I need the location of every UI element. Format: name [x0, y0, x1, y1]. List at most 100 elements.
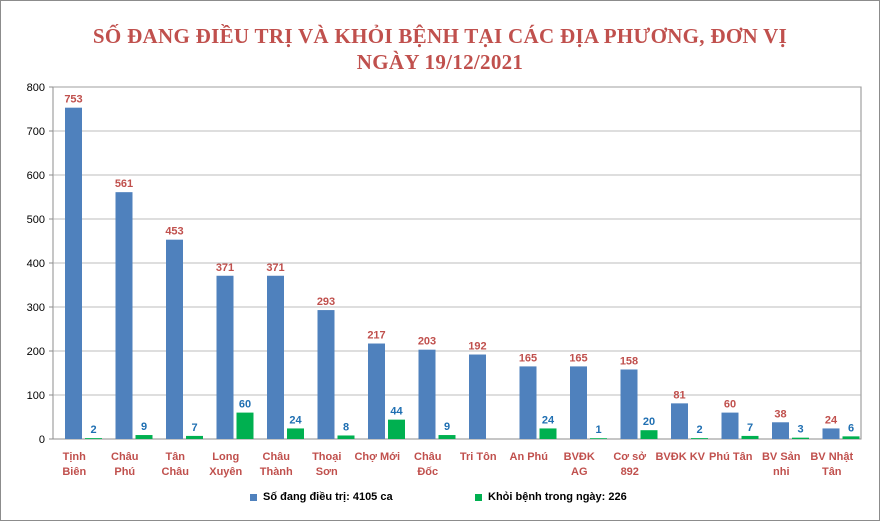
x-category-label: Thành: [260, 466, 293, 478]
data-label-recovered: 60: [239, 399, 251, 411]
data-label-recovered: 3: [797, 424, 803, 436]
data-label-recovered: 24: [542, 414, 555, 426]
bar-treatment: [671, 403, 688, 439]
legend-swatch-recovered: [475, 493, 482, 501]
data-label-treatment: 158: [620, 355, 638, 367]
data-label-treatment: 561: [115, 178, 133, 190]
data-label-treatment: 453: [165, 226, 183, 238]
data-label-recovered: 6: [848, 422, 854, 434]
bar-recovered: [135, 435, 153, 439]
bar-recovered: [186, 435, 203, 439]
data-label-treatment: 203: [418, 336, 436, 348]
x-category-label: Phú Tân: [709, 451, 753, 463]
bar-recovered: [539, 428, 557, 439]
y-tick-label: 800: [27, 82, 45, 94]
bar-treatment: [65, 107, 82, 440]
x-category-label: Chợ Mới: [354, 451, 400, 463]
data-label-treatment: 38: [774, 408, 786, 420]
data-label-treatment: 24: [825, 414, 838, 426]
data-label-recovered: 7: [747, 422, 753, 434]
x-category-label: Biên: [62, 466, 86, 478]
x-category-label: Đốc: [417, 466, 438, 478]
data-label-recovered: 9: [141, 421, 147, 433]
data-label-recovered: 8: [343, 421, 349, 433]
data-label-treatment: 217: [367, 330, 385, 342]
bar-treatment: [822, 428, 840, 439]
y-tick-label: 300: [27, 302, 45, 314]
data-label-treatment: 753: [64, 94, 82, 106]
x-category-label: Châu: [263, 451, 291, 463]
bar-recovered: [337, 435, 355, 439]
bar-recovered: [85, 438, 102, 439]
data-label-recovered: 24: [289, 414, 302, 426]
data-label-treatment: 192: [468, 341, 486, 353]
x-category-label: BV Sản: [762, 451, 801, 463]
bar-recovered: [792, 437, 809, 439]
data-label-treatment: 165: [519, 352, 537, 364]
bar-treatment: [166, 239, 183, 439]
y-tick-label: 400: [27, 258, 45, 270]
x-category-label: Phú: [114, 466, 135, 478]
chart-title-line-1: SỐ ĐANG ĐIỀU TRỊ VÀ KHỎI BỆNH TẠI CÁC ĐỊ…: [92, 24, 788, 48]
data-label-treatment: 371: [216, 262, 234, 274]
data-label-treatment: 165: [569, 352, 587, 364]
x-category-label: BVĐK KV: [655, 451, 705, 463]
bar-recovered: [438, 435, 456, 439]
data-label-recovered: 7: [191, 422, 197, 434]
bar-treatment: [570, 366, 587, 439]
x-category-label: Cơ sở: [613, 451, 646, 463]
data-label-recovered: 20: [643, 416, 655, 428]
data-label-treatment: 60: [724, 399, 736, 411]
x-category-label: AG: [571, 466, 588, 478]
x-category-label: Châu: [162, 466, 190, 478]
bar-treatment: [216, 275, 234, 439]
legend-label-treatment: Số đang điều trị: 4105 ca: [263, 491, 393, 503]
x-category-label: Châu: [111, 451, 139, 463]
bar-treatment: [267, 275, 284, 439]
bar-treatment: [115, 192, 133, 439]
data-label-recovered: 1: [595, 424, 601, 436]
bar-recovered: [640, 430, 658, 439]
data-label-recovered: 44: [390, 406, 403, 418]
x-category-label: Tân: [165, 451, 185, 463]
data-label-treatment: 81: [673, 389, 685, 401]
data-label-recovered: 9: [444, 421, 450, 433]
y-tick-label: 500: [27, 214, 45, 226]
y-tick-label: 200: [27, 346, 45, 358]
data-label-treatment: 371: [266, 262, 284, 274]
y-tick-label: 600: [27, 170, 45, 182]
x-category-label: Xuyên: [209, 466, 242, 478]
data-label-recovered: 2: [90, 424, 96, 436]
x-category-label: Sơn: [316, 466, 338, 478]
legend-label-recovered: Khỏi bệnh trong ngày: 226: [488, 491, 627, 503]
bar-recovered: [842, 436, 860, 439]
x-category-label: nhi: [773, 466, 790, 478]
bar-treatment: [519, 366, 537, 439]
x-category-label: 892: [621, 466, 639, 478]
bar-treatment: [721, 412, 739, 439]
bar-recovered: [691, 438, 708, 439]
x-category-label: An Phú: [510, 451, 549, 463]
x-category-label: Châu: [414, 451, 442, 463]
x-category-label: BVĐK: [564, 451, 595, 463]
bar-treatment: [620, 369, 638, 439]
legend-item-treatment: Số đang điều trị: 4105 ca: [250, 491, 393, 503]
bar-recovered: [388, 419, 405, 439]
bar-treatment: [772, 422, 789, 439]
bar-treatment: [368, 343, 385, 439]
data-label-recovered: 2: [696, 424, 702, 436]
bar-treatment: [418, 349, 436, 439]
bar-recovered: [287, 428, 304, 439]
y-tick-label: 0: [39, 434, 45, 446]
x-category-label: Long: [212, 451, 239, 463]
legend-swatch-treatment: [250, 493, 257, 501]
x-category-label: Thoại: [312, 451, 341, 463]
y-tick-label: 100: [27, 390, 45, 402]
x-category-label: Tân: [822, 466, 842, 478]
chart-title-line-2: NGÀY 19/12/2021: [356, 50, 524, 74]
y-tick-label: 700: [27, 126, 45, 138]
x-category-label: Tri Tôn: [460, 451, 497, 463]
x-category-label: BV Nhật: [810, 451, 853, 463]
bar-recovered: [236, 412, 254, 439]
